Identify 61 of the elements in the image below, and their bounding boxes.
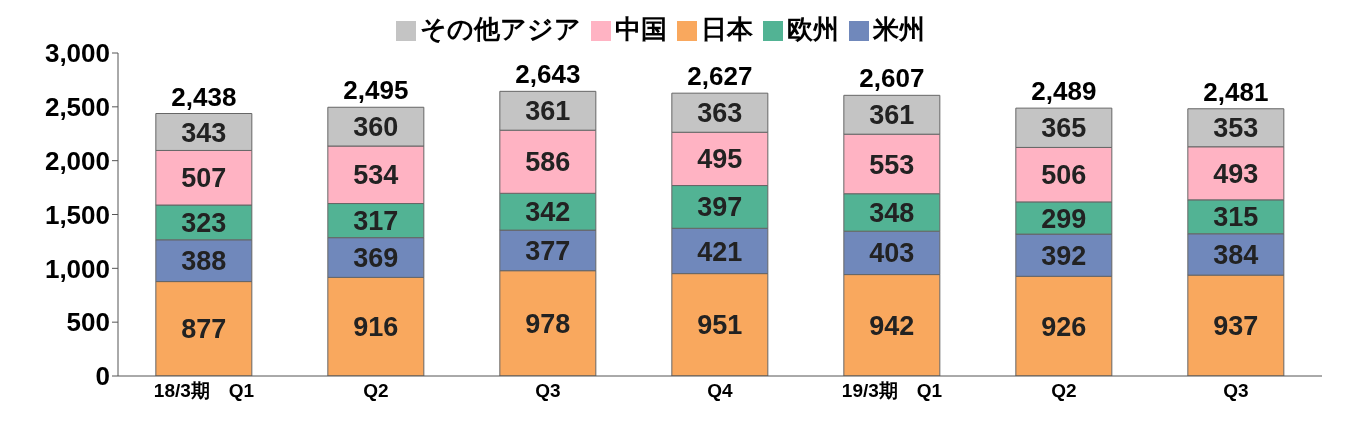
total-label: 2,489 (1031, 76, 1097, 107)
data-label: 534 (353, 160, 399, 191)
x-tick-label: Q2 (1051, 380, 1077, 402)
y-tick-label: 2,000 (44, 145, 110, 176)
x-tick-label: 18/3期 Q1 (153, 380, 255, 402)
data-label: 323 (181, 208, 227, 238)
y-tick-label: 3,000 (44, 38, 110, 69)
data-label: 377 (525, 235, 571, 266)
data-label: 299 (1041, 203, 1087, 234)
x-tick-label: Q3 (1223, 380, 1249, 402)
y-tick-label: 1,500 (44, 199, 110, 230)
legend-label: 米州 (872, 14, 925, 44)
data-label: 360 (353, 112, 399, 143)
data-label: 553 (869, 149, 915, 180)
data-label: 421 (697, 236, 743, 267)
data-label: 388 (181, 246, 227, 277)
data-label: 877 (181, 314, 227, 345)
data-label: 942 (869, 310, 915, 341)
total-label: 2,495 (343, 75, 409, 106)
data-label: 365 (1041, 113, 1087, 144)
data-label: 343 (181, 117, 227, 148)
total-label: 2,438 (171, 81, 237, 112)
x-tick-label: 19/3期 Q1 (841, 380, 943, 402)
legend-label: その他アジア (419, 14, 581, 44)
data-label: 384 (1213, 240, 1259, 271)
data-label: 916 (353, 312, 399, 343)
data-label: 315 (1213, 202, 1259, 233)
data-label: 361 (525, 96, 571, 127)
data-label: 361 (869, 100, 915, 131)
data-label: 506 (1041, 160, 1087, 191)
data-label: 951 (697, 310, 743, 341)
data-label: 353 (1213, 113, 1259, 144)
total-label: 2,481 (1203, 76, 1269, 107)
legend-label: 欧州 (786, 14, 839, 44)
x-tick-label: Q3 (535, 380, 561, 402)
data-label: 586 (525, 147, 571, 178)
total-label: 2,607 (859, 63, 925, 94)
y-tick-label: 1,000 (44, 253, 110, 284)
data-label: 348 (869, 198, 915, 229)
y-tick-label: 500 (66, 307, 110, 338)
data-label: 495 (697, 144, 743, 175)
data-label: 507 (181, 163, 227, 194)
x-tick-label: Q4 (707, 380, 734, 402)
data-label: 397 (697, 192, 743, 223)
total-label: 2,627 (687, 61, 753, 92)
data-label: 978 (525, 308, 571, 339)
data-label: 317 (353, 206, 399, 237)
data-label: 363 (697, 98, 743, 129)
data-label: 403 (869, 238, 915, 269)
y-tick-label: 2,500 (44, 92, 110, 123)
y-tick-label: 0 (95, 361, 110, 392)
data-label: 493 (1213, 158, 1259, 189)
legend-label: 中国 (614, 14, 667, 44)
data-label: 937 (1213, 311, 1259, 342)
legend-label: 日本 (700, 14, 753, 44)
x-tick-label: Q2 (363, 380, 389, 402)
data-label: 926 (1041, 311, 1087, 342)
data-label: 369 (353, 243, 399, 274)
data-label: 342 (525, 197, 571, 228)
data-label: 392 (1041, 240, 1087, 271)
total-label: 2,643 (515, 59, 581, 90)
